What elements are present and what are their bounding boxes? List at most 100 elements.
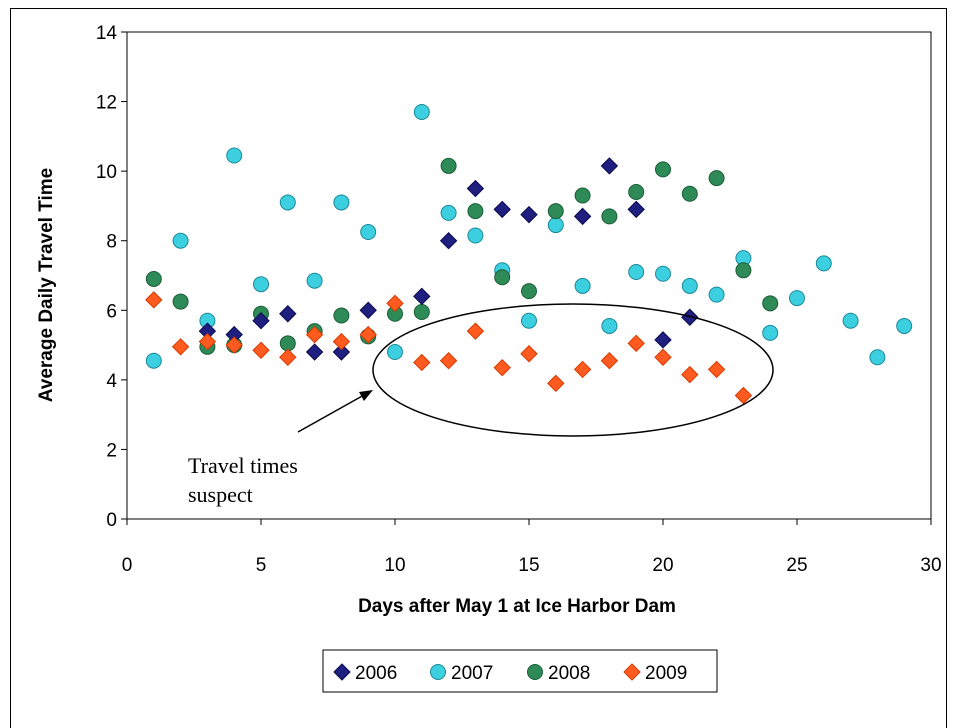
y-tick-label: 6 [106, 301, 117, 322]
point-2007 [172, 232, 189, 249]
y-tick-label: 8 [106, 232, 117, 253]
point-2009 [547, 374, 565, 393]
point-2009 [707, 360, 726, 379]
point-2007 [762, 324, 779, 341]
point-2007 [708, 286, 725, 303]
point-2006 [359, 301, 377, 319]
point-2007 [306, 272, 323, 289]
point-2009 [225, 336, 243, 354]
point-2006 [252, 312, 270, 330]
point-2008 [467, 203, 484, 220]
point-2006 [279, 305, 297, 323]
point-2007 [655, 265, 671, 282]
point-2007 [681, 277, 698, 294]
point-2009 [252, 341, 270, 359]
point-2006 [439, 232, 458, 250]
point-2009 [305, 325, 324, 344]
x-tick-label: 15 [518, 555, 539, 576]
point-2007 [547, 217, 564, 234]
point-2007 [869, 349, 886, 366]
y-tick-label: 0 [106, 510, 117, 531]
scatter-chart: 0 2 4 6 8 10 12 14 0 5 10 15 20 25 30 Average Daily Tr… [36, 23, 942, 693]
point-2007 [628, 264, 645, 281]
point-2008 [333, 307, 350, 324]
point-2009 [734, 386, 753, 405]
point-2009 [627, 334, 645, 353]
point-2008 [574, 187, 591, 204]
y-tick-label: 4 [106, 371, 117, 392]
point-2007 [387, 344, 403, 361]
point-2006 [600, 157, 619, 175]
y-tick-label: 10 [96, 162, 117, 183]
point-2009 [573, 360, 592, 379]
point-2009 [493, 358, 511, 377]
point-2008 [628, 184, 645, 201]
annotation: Travel times suspect [188, 303, 774, 507]
x-tick-label: 10 [384, 555, 405, 576]
point-2006 [520, 205, 538, 224]
legend-box [322, 649, 718, 693]
point-2006 [466, 179, 485, 198]
point-2006 [493, 200, 511, 219]
data-points [145, 104, 913, 405]
point-2008 [735, 262, 752, 279]
point-2007 [253, 276, 269, 293]
point-2007 [333, 194, 350, 211]
legend: 2006 2007 2008 2009 [322, 649, 718, 693]
point-2009 [332, 332, 351, 351]
annotation-arrow-head [359, 390, 373, 401]
point-2006 [627, 200, 645, 219]
point-2007 [360, 224, 377, 241]
suspect-ellipse [372, 303, 774, 437]
point-2008 [413, 304, 430, 321]
point-2007 [145, 352, 162, 369]
point-2008 [762, 295, 779, 312]
chart-frame [10, 8, 947, 728]
point-2006 [573, 207, 592, 226]
legend-marker-2006 [333, 663, 351, 681]
point-2006 [413, 287, 431, 306]
point-2009 [279, 348, 297, 366]
point-2008 [145, 270, 162, 287]
point-2007 [896, 317, 913, 334]
point-2008 [708, 170, 725, 187]
legend-label-2009: 2009 [645, 663, 687, 684]
point-2007 [574, 277, 591, 294]
point-2007 [279, 194, 296, 211]
point-2008 [172, 293, 189, 310]
y-tick-label: 14 [96, 23, 118, 44]
point-2009 [654, 348, 672, 366]
point-2007 [521, 312, 537, 329]
point-2009 [681, 365, 699, 384]
point-2006 [654, 331, 672, 349]
x-axis-title: Days after May 1 at Ice Harbor Dam [358, 596, 676, 617]
axes [121, 31, 932, 525]
point-2008 [547, 203, 564, 220]
point-2009 [359, 325, 377, 344]
point-2008 [494, 269, 511, 286]
point-2007 [467, 227, 484, 244]
point-2009 [439, 352, 458, 370]
legend-marker-2007 [430, 664, 446, 680]
x-tick-label: 5 [256, 555, 267, 576]
x-tick-label: 20 [652, 555, 673, 576]
point-2009 [171, 338, 190, 356]
y-tick-label: 2 [106, 440, 117, 461]
point-2009 [600, 352, 619, 370]
point-2007 [413, 104, 430, 121]
point-2007 [226, 147, 243, 164]
point-2007 [815, 255, 832, 272]
annotation-line-1: Travel times [188, 453, 298, 478]
legend-label-2008: 2008 [548, 663, 590, 684]
legend-label-2006: 2006 [355, 663, 397, 684]
annotation-arrow-line [297, 394, 365, 433]
point-2007 [440, 204, 457, 221]
point-2009 [198, 332, 217, 351]
point-2006 [305, 343, 324, 361]
plot-area [126, 31, 932, 520]
y-tick-label: 12 [96, 93, 117, 114]
point-2006 [332, 343, 351, 361]
point-2009 [413, 353, 431, 372]
x-tick-label: 30 [920, 555, 941, 576]
point-2008 [655, 161, 671, 178]
